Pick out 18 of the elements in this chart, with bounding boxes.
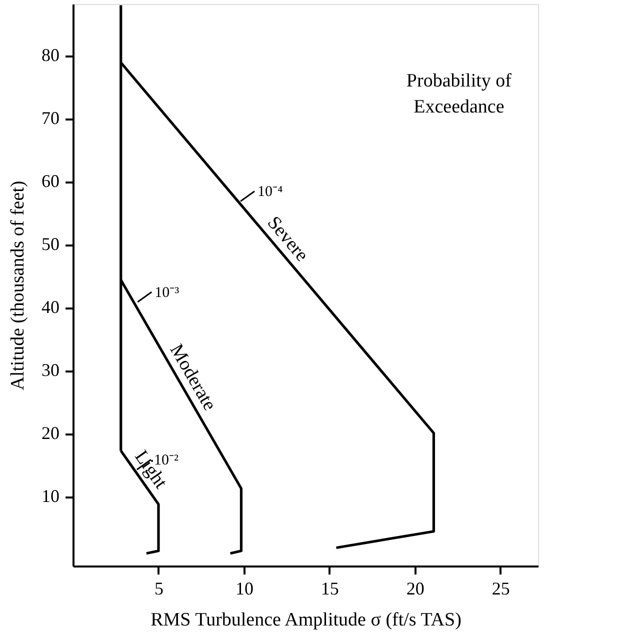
annotation: Probability of Exceedance [406, 70, 512, 118]
y-tick-label: 20 [42, 423, 60, 444]
x-tick-label: 15 [320, 578, 339, 598]
y-tick-label: 50 [42, 234, 60, 254]
x-tick-label: 20 [406, 578, 424, 598]
x-tick-label: 10 [235, 578, 254, 598]
x-tick-label: 25 [492, 578, 510, 598]
y-tick-label: 10 [42, 486, 60, 506]
annotation: 10⁻³ [154, 285, 180, 302]
y-tick-label: 80 [42, 45, 60, 66]
y-tick-label: 60 [42, 171, 60, 192]
annotation: 10⁻⁴ [258, 184, 283, 200]
y-axis-title: Altitude (thousands of feet) [8, 180, 28, 390]
x-axis-title: RMS Turbulence Amplitude σ (ft/s TAS) [150, 610, 462, 630]
y-tick-label: 40 [42, 297, 60, 318]
y-tick-label: 30 [42, 360, 60, 380]
x-tick-label: 5 [154, 578, 164, 598]
y-tick-label: 70 [42, 108, 60, 128]
